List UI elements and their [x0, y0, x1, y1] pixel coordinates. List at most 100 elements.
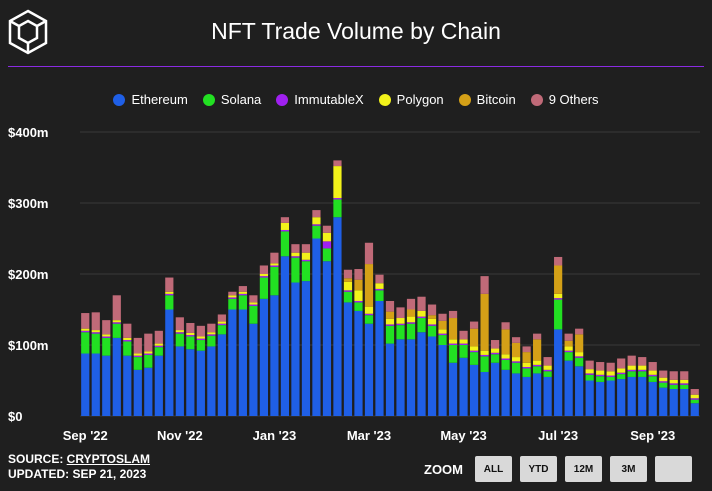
bar-segment-9-others [249, 295, 258, 303]
bar-segment-immutablex [343, 290, 353, 292]
bar-segment-solana [175, 333, 184, 347]
bar-segment-bitcoin [448, 318, 458, 340]
bar-segment-polygon [543, 365, 552, 370]
bar-segment-polygon [469, 346, 479, 351]
bar-segment-9-others [596, 362, 605, 371]
bar-segment-bitcoin [343, 278, 353, 282]
bar-segment-ethereum [522, 376, 531, 416]
bar-segment-ethereum [133, 369, 142, 416]
bar-segment-polygon [585, 369, 594, 374]
bar-segment-immutablex [154, 345, 163, 348]
bar-segment-polygon [680, 379, 689, 384]
bar-segment-polygon [217, 321, 226, 324]
bar-segment-immutablex [438, 333, 447, 336]
source-link[interactable]: CRYPTOSLAM [66, 452, 151, 466]
bar-segment-solana [648, 376, 657, 382]
bar-segment-immutablex [522, 367, 531, 369]
bar-segment-solana [102, 337, 111, 356]
bar-segment-9-others [217, 314, 226, 322]
bar-segment-ethereum [207, 346, 216, 416]
bar-segment-solana [438, 335, 447, 345]
bar-segment-solana [596, 376, 605, 382]
bar-segment-9-others [112, 295, 121, 321]
x-tick-label: Sep '22 [63, 428, 108, 443]
bar-segment-polygon [617, 368, 626, 373]
bar-segment-ethereum [575, 366, 584, 416]
zoom-all-button[interactable]: ALL [475, 456, 512, 482]
bar-segment-9-others [469, 321, 479, 329]
zoom-3m-button[interactable]: 3M [610, 456, 647, 482]
bar-segment-9-others [554, 256, 563, 266]
bar-segment-solana [280, 231, 290, 257]
bar-segment-solana [617, 374, 626, 380]
bar-segment-9-others [427, 304, 437, 316]
bar-segment-immutablex [564, 350, 573, 353]
bar-segment-solana [196, 340, 205, 351]
zoom-extra-button[interactable] [655, 456, 692, 482]
bar-segment-immutablex [469, 350, 479, 353]
bar-segment-immutablex [417, 316, 426, 319]
bar-segment-ethereum [249, 323, 258, 416]
legend-item-immutablex[interactable]: ImmutableX [276, 92, 364, 107]
bar-segment-polygon [207, 332, 216, 335]
bar-segment-9-others [512, 337, 521, 343]
legend-label: 9 Others [548, 92, 599, 107]
legend-item-polygon[interactable]: Polygon [378, 92, 444, 107]
bar-segment-solana [669, 384, 678, 390]
x-tick-label: Nov '22 [157, 428, 203, 443]
bar-segment-solana [385, 325, 395, 344]
legend-item-bitcoin[interactable]: Bitcoin [458, 92, 516, 107]
legend-item-others[interactable]: 9 Others [530, 92, 599, 107]
bar-segment-ethereum [648, 381, 657, 416]
bar-segment-solana [417, 318, 426, 333]
bar-segment-ethereum [533, 373, 542, 416]
bar-segment-solana [396, 325, 405, 340]
bar-segment-9-others [354, 269, 363, 280]
bar-segment-polygon [385, 318, 395, 325]
bar-segment-immutablex [606, 375, 615, 377]
zoom-ytd-button[interactable]: YTD [520, 456, 557, 482]
bar-segment-ethereum [501, 369, 510, 416]
legend-item-solana[interactable]: Solana [202, 92, 261, 107]
zoom-label: ZOOM [424, 461, 463, 477]
bar-segment-9-others [690, 389, 699, 395]
x-tick-label: Sep '23 [630, 428, 675, 443]
bar-segment-polygon [417, 310, 426, 317]
bar-segment-ethereum [186, 349, 195, 416]
legend-others-dot-icon [530, 93, 543, 106]
bar-segment-solana [343, 291, 353, 303]
bar-segment-immutablex [375, 288, 384, 291]
bar-segment-immutablex [617, 372, 626, 375]
y-tick-label: $400m [8, 125, 48, 140]
bar-segment-9-others [480, 276, 489, 294]
bar-segment-solana [322, 248, 332, 262]
legend-immutablex-dot-icon [276, 93, 289, 106]
bar-segment-bitcoin [427, 315, 437, 319]
bar-segment-immutablex [427, 324, 437, 326]
bar-segment-solana [238, 295, 247, 310]
bar-segment-9-others [270, 252, 279, 264]
bar-segment-immutablex [175, 332, 184, 334]
bar-segment-polygon [165, 291, 174, 294]
bar-segment-9-others [564, 333, 573, 341]
bar-segment-9-others [669, 371, 678, 380]
bar-segment-9-others [575, 328, 584, 335]
bar-segment-solana [312, 225, 321, 239]
bar-segment-9-others [228, 291, 237, 296]
bar-segment-9-others [627, 355, 636, 366]
bar-segment-solana [270, 266, 279, 296]
bar-segment-9-others [585, 360, 594, 370]
bar-segment-solana [375, 290, 384, 301]
bar-segment-solana [554, 299, 563, 330]
legend-label: ImmutableX [294, 92, 364, 107]
bar-segment-9-others [186, 322, 195, 333]
y-tick-label: $0 [8, 409, 22, 424]
zoom-12m-button[interactable]: 12M [565, 456, 602, 482]
bar-segment-polygon [480, 350, 489, 355]
bar-segment-immutablex [301, 259, 311, 262]
bar-segment-polygon [133, 353, 142, 356]
bar-segment-solana [480, 356, 489, 372]
bar-segment-9-others [343, 269, 353, 279]
legend-item-ethereum[interactable]: Ethereum [113, 92, 188, 107]
cryptoslam-logo-icon[interactable] [6, 8, 50, 56]
